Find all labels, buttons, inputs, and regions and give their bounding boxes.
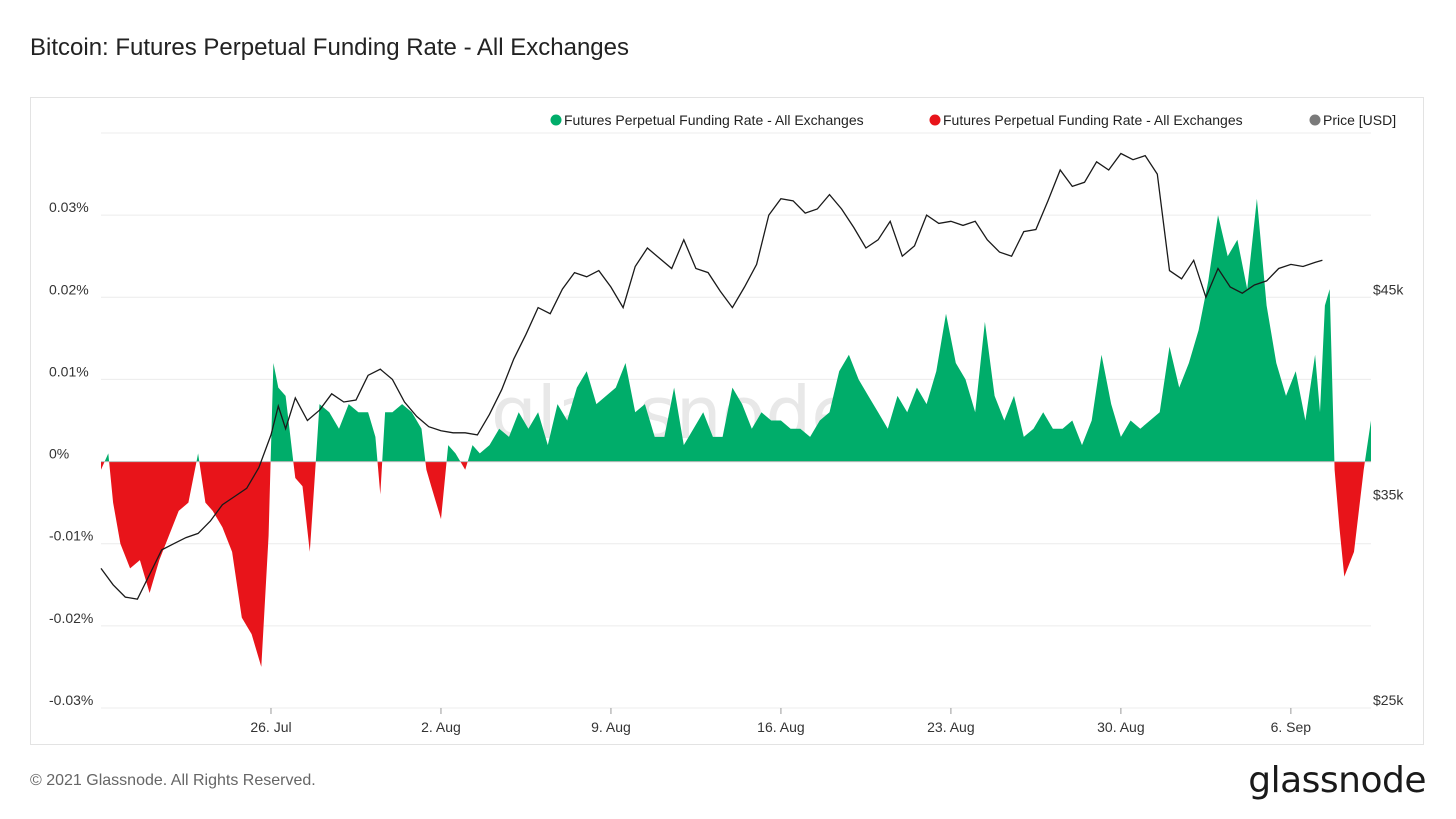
glassnode-logo[interactable]: glassnode [1248, 760, 1426, 801]
y-left-tick-label: 0.01% [49, 363, 89, 379]
y-left-tick-label: 0% [49, 446, 69, 462]
x-tick-label: 30. Aug [1097, 719, 1145, 735]
y-right-tick-label: $25k [1373, 692, 1404, 708]
funding-rate-positive-area [101, 198, 1371, 462]
x-tick-label: 6. Sep [1271, 719, 1312, 735]
price-line [100, 152, 1323, 600]
legend-label[interactable]: Futures Perpetual Funding Rate - All Exc… [564, 112, 864, 128]
x-tick-label: 26. Jul [250, 719, 291, 735]
legend-label[interactable]: Futures Perpetual Funding Rate - All Exc… [943, 112, 1243, 128]
legend-marker [550, 114, 562, 126]
y-axis-right: $45k $35k $25k [1373, 281, 1404, 708]
price-series [100, 152, 1323, 600]
y-left-tick-label: -0.03% [49, 692, 93, 708]
y-left-tick-label: 0.03% [49, 199, 89, 215]
x-tick-label: 23. Aug [927, 719, 975, 735]
y-left-tick-label: -0.02% [49, 610, 93, 626]
chart-panel: glassnode 0.03%0.02%0.01%0%-0.01%-0.02%-… [30, 97, 1424, 745]
legend-marker [1309, 114, 1321, 126]
y-left-tick-label: 0.02% [49, 281, 89, 297]
x-tick-label: 2. Aug [421, 719, 461, 735]
y-right-tick-label: $45k [1373, 281, 1404, 297]
y-right-tick-label: $35k [1373, 487, 1404, 503]
legend-label[interactable]: Price [USD] [1323, 112, 1396, 128]
grid-lines [101, 132, 1371, 709]
legend: Futures Perpetual Funding Rate - All Exc… [550, 112, 1396, 128]
legend-marker [929, 114, 941, 126]
y-left-tick-label: -0.01% [49, 528, 93, 544]
funding-areas [101, 198, 1371, 667]
funding-rate-chart: glassnode 0.03%0.02%0.01%0%-0.01%-0.02%-… [49, 112, 1404, 735]
copyright-footer: © 2021 Glassnode. All Rights Reserved. [30, 772, 316, 789]
x-tick-label: 9. Aug [591, 719, 631, 735]
x-tick-label: 16. Aug [757, 719, 805, 735]
x-axis: 26. Jul 2. Aug 9. Aug 16. Aug 23. Aug 30. Aug… [250, 708, 1311, 735]
y-axis-left: 0.03% 0.02% 0.01% 0% -0.01% -0.02% -0.03% [49, 199, 93, 708]
chart-title: Bitcoin: Futures Perpetual Funding Rate … [30, 34, 629, 61]
funding-rate-negative-area [101, 461, 1371, 667]
